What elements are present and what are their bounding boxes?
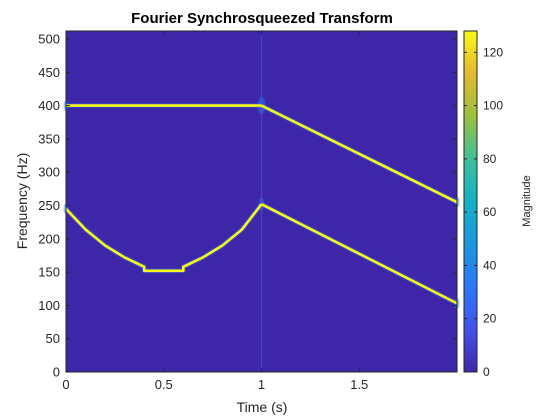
y-tick-label: 100 [38,298,60,313]
y-axis-ticks: 0 50 100 150 200 250 300 350 400 450 500 [38,31,457,380]
colorbar-label: Magnitude [521,175,533,226]
ridge-line [260,203,458,305]
y-tick-label: 400 [38,98,60,113]
ridge-line [65,203,263,273]
colorbar-tick-label: 40 [483,258,497,272]
colorbar-tick-label: 0 [483,365,490,379]
x-tick-label: 0 [62,377,69,392]
y-tick-label: 250 [38,198,60,213]
x-tick-label: 1 [258,377,265,392]
colorbar [463,30,478,373]
y-axis-label: Frequency (Hz) [14,153,30,249]
colorbar-tick-label: 120 [483,45,503,59]
ridge-line [260,104,458,204]
colorbar-tick-label: 80 [483,152,497,166]
colorbar-tick-label: 60 [483,205,497,219]
colorbar-tick-label: 100 [483,99,503,113]
colorbar-ticks: 0 20 40 60 80 100 120 [464,45,503,379]
y-tick-label: 0 [53,365,60,380]
x-tick-label: 1.5 [350,377,368,392]
y-tick-label: 50 [46,331,60,346]
y-tick-label: 300 [38,165,60,180]
ridge-layer [65,104,458,305]
y-tick-label: 200 [38,231,60,246]
chart-title: Fourier Synchrosqueezed Transform [131,10,393,27]
y-tick-label: 350 [38,131,60,146]
x-axis-ticks: 0 0.5 1 1.5 [62,31,368,392]
y-tick-label: 150 [38,265,60,280]
x-tick-label: 0.5 [155,377,173,392]
y-tick-label: 450 [38,65,60,80]
y-tick-label: 500 [38,31,60,46]
colorbar-tick-label: 20 [483,312,497,326]
x-axis-label: Time (s) [237,399,288,415]
